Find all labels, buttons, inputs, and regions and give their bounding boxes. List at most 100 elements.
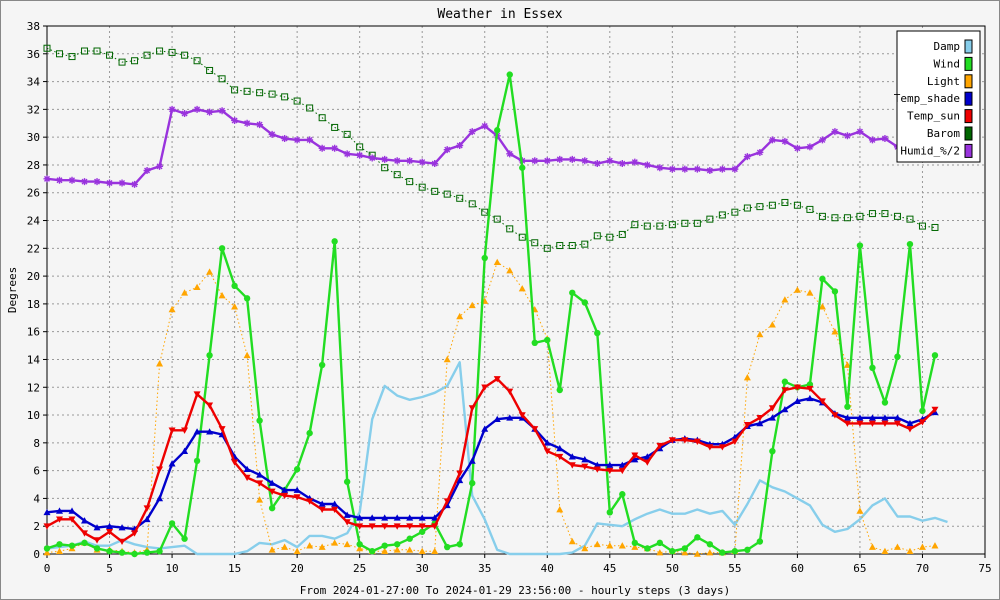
data-point-light bbox=[156, 360, 164, 367]
x-tick-label: 65 bbox=[853, 562, 866, 575]
series-line-light bbox=[46, 261, 936, 555]
data-point-temp-shade bbox=[268, 479, 276, 486]
data-point-temp-shade bbox=[168, 460, 176, 467]
data-point-wind bbox=[881, 399, 889, 406]
data-point-humid-2 bbox=[731, 165, 739, 173]
data-point-temp-sun bbox=[168, 427, 176, 434]
data-point-humid-2 bbox=[718, 165, 726, 173]
data-point-light bbox=[906, 547, 914, 555]
data-point-light bbox=[868, 543, 876, 550]
data-point-barom bbox=[343, 130, 351, 138]
data-point-light bbox=[493, 258, 501, 266]
data-point-wind bbox=[93, 545, 101, 552]
data-point-humid-2 bbox=[593, 160, 601, 168]
data-point-humid-2 bbox=[656, 164, 664, 172]
data-point-temp-sun bbox=[381, 523, 389, 530]
data-point-temp-shade bbox=[431, 514, 439, 521]
data-point-humid-2 bbox=[431, 160, 439, 168]
data-point-temp-sun bbox=[918, 419, 926, 426]
data-point-temp-sun bbox=[206, 402, 214, 409]
data-point-temp-sun bbox=[143, 505, 151, 512]
data-point-temp-sun bbox=[843, 420, 851, 427]
data-point-light bbox=[593, 540, 601, 548]
data-point-barom bbox=[643, 222, 651, 230]
data-point-humid-2 bbox=[418, 158, 426, 166]
data-point-temp-shade bbox=[393, 514, 401, 521]
data-point-barom bbox=[418, 183, 426, 191]
data-point-barom bbox=[781, 198, 789, 206]
data-point-temp-sun bbox=[743, 421, 751, 429]
data-point-temp-sun bbox=[806, 385, 814, 393]
data-point-wind bbox=[844, 403, 851, 410]
data-point-temp-shade bbox=[331, 500, 339, 507]
data-point-temp-sun bbox=[106, 528, 114, 536]
data-point-temp-sun bbox=[868, 420, 876, 427]
x-tick-label: 5 bbox=[106, 562, 113, 575]
y-tick-label: 32 bbox=[27, 103, 40, 116]
data-point-light bbox=[456, 312, 464, 320]
y-tick-label: 0 bbox=[33, 548, 40, 561]
data-point-temp-sun bbox=[256, 480, 264, 487]
data-point-temp-sun bbox=[668, 437, 676, 444]
data-point-humid-2 bbox=[381, 155, 389, 163]
data-point-light bbox=[606, 542, 614, 549]
data-point-barom bbox=[706, 215, 714, 223]
data-point-wind bbox=[556, 386, 563, 394]
data-point-light bbox=[893, 543, 901, 550]
x-tick-label: 35 bbox=[478, 562, 491, 575]
data-point-humid-2 bbox=[631, 158, 639, 166]
data-point-barom bbox=[831, 214, 839, 222]
data-point-humid-2 bbox=[606, 157, 614, 165]
data-point-barom bbox=[893, 212, 901, 220]
x-axis-label: From 2024-01-27:00 To 2024-01-29 23:56:0… bbox=[300, 584, 730, 597]
data-point-barom bbox=[606, 233, 614, 241]
data-point-humid-2 bbox=[168, 105, 176, 113]
data-point-temp-sun bbox=[281, 492, 289, 500]
data-point-barom bbox=[868, 210, 876, 218]
data-point-barom bbox=[456, 194, 464, 202]
x-tick-label: 10 bbox=[165, 562, 178, 575]
data-point-temp-shade bbox=[781, 405, 789, 413]
data-point-light bbox=[681, 549, 689, 556]
data-point-barom bbox=[206, 66, 214, 74]
data-point-barom bbox=[256, 89, 264, 97]
data-point-humid-2 bbox=[881, 135, 889, 143]
data-point-barom bbox=[481, 208, 489, 216]
legend-swatch bbox=[964, 109, 973, 124]
data-point-temp-sun bbox=[193, 391, 201, 398]
x-tick-label: 50 bbox=[666, 562, 679, 575]
data-point-wind bbox=[619, 491, 626, 498]
data-point-humid-2 bbox=[581, 157, 589, 165]
y-tick-label: 24 bbox=[27, 215, 41, 228]
data-point-light bbox=[231, 303, 239, 310]
data-point-barom bbox=[556, 242, 564, 250]
data-point-wind bbox=[268, 504, 276, 512]
data-point-wind bbox=[906, 240, 914, 248]
data-point-temp-sun bbox=[631, 452, 639, 459]
data-point-temp-shade bbox=[406, 514, 414, 521]
data-point-barom bbox=[118, 58, 126, 66]
data-point-wind bbox=[656, 539, 664, 547]
data-point-wind bbox=[581, 299, 588, 306]
data-point-light bbox=[693, 550, 701, 557]
data-point-barom bbox=[731, 208, 739, 216]
y-axis-label: Degrees bbox=[6, 267, 19, 313]
y-tick-label: 20 bbox=[27, 270, 40, 283]
data-point-light bbox=[318, 543, 326, 550]
data-point-temp-sun bbox=[393, 523, 401, 530]
data-point-humid-2 bbox=[443, 146, 451, 154]
data-point-humid-2 bbox=[793, 144, 801, 152]
data-point-humid-2 bbox=[243, 119, 251, 127]
data-point-light bbox=[331, 539, 339, 546]
data-point-humid-2 bbox=[293, 136, 301, 144]
data-point-wind bbox=[681, 545, 689, 552]
data-point-light bbox=[381, 547, 389, 555]
data-point-barom bbox=[768, 201, 776, 209]
data-point-barom bbox=[393, 171, 401, 179]
data-point-light bbox=[581, 544, 589, 552]
data-point-temp-sun bbox=[818, 398, 826, 405]
data-point-wind bbox=[256, 417, 263, 424]
data-point-humid-2 bbox=[281, 135, 289, 143]
data-point-light bbox=[393, 546, 401, 553]
